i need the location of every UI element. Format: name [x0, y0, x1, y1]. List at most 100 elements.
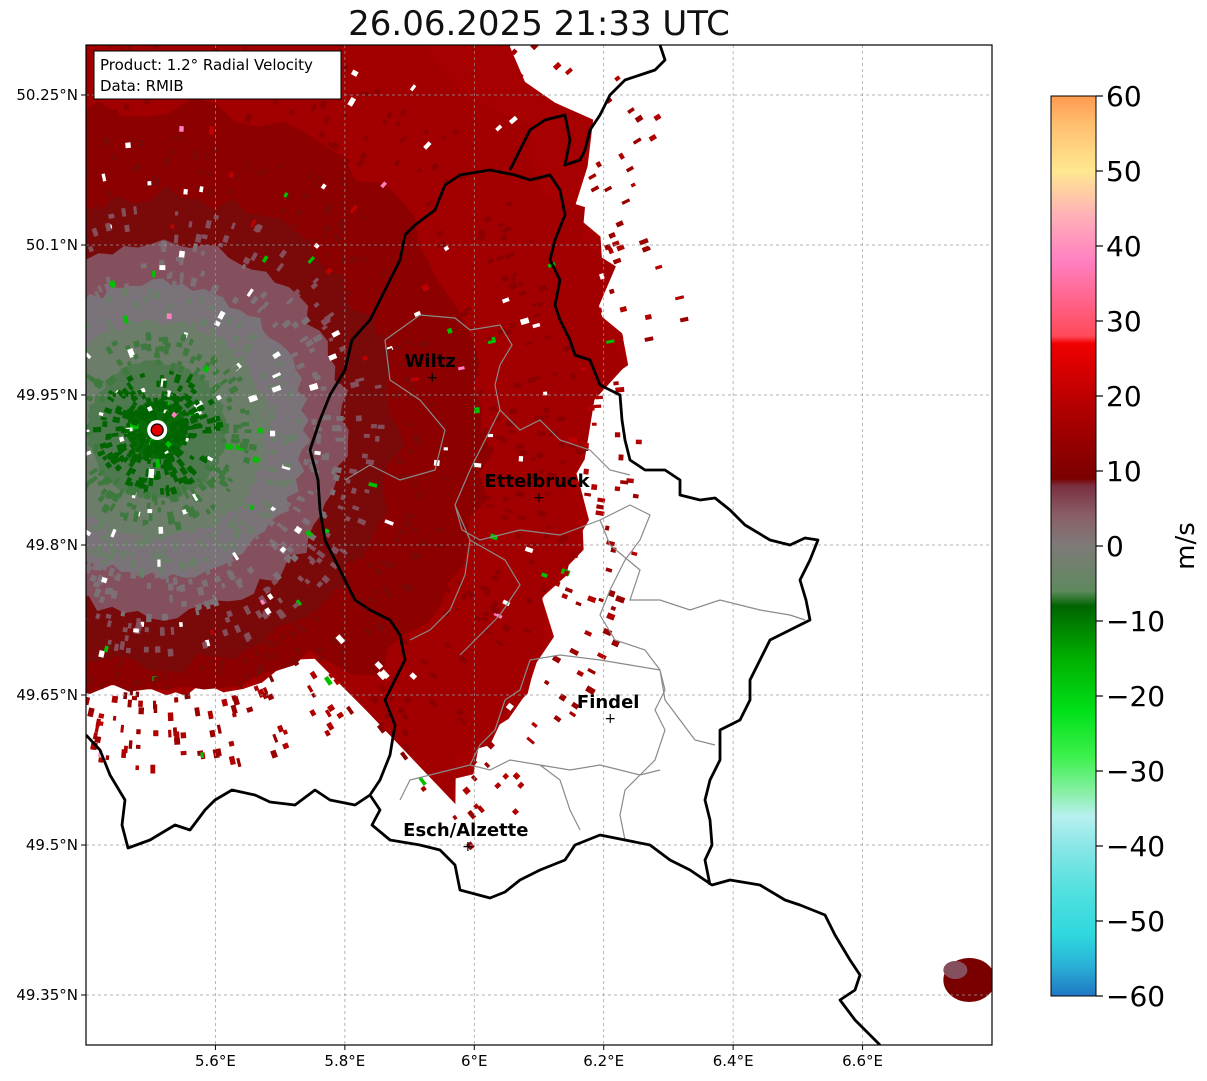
velocity-bin [281, 480, 289, 488]
velocity-bin [162, 546, 166, 552]
velocity-bin [171, 401, 179, 410]
velocity-bin [559, 561, 568, 569]
velocity-bin [45, 439, 50, 443]
velocity-bin [162, 380, 168, 388]
velocity-bin [663, 250, 671, 257]
velocity-bin [474, 615, 482, 622]
velocity-bin [524, 481, 532, 487]
velocity-bin [416, 266, 426, 274]
velocity-bin [162, 158, 169, 166]
velocity-bin [153, 704, 158, 713]
lat-tick-label: 49.8°N [26, 536, 78, 554]
velocity-bin [236, 375, 244, 383]
velocity-bin [284, 554, 293, 562]
velocity-bin [350, 69, 359, 77]
velocity-bin [6, 257, 15, 266]
velocity-bin [150, 764, 156, 774]
velocity-bin [155, 458, 160, 468]
velocity-bin [331, 141, 340, 151]
velocity-bin [281, 318, 292, 329]
velocity-bin [220, 582, 226, 589]
velocity-bin [47, 27, 54, 33]
velocity-bin [288, 368, 296, 375]
velocity-bin [227, 376, 237, 385]
velocity-bin [115, 465, 122, 472]
velocity-bin [625, 165, 635, 173]
velocity-bin [276, 262, 285, 272]
lon-tick-label: 6.6°E [842, 1052, 883, 1070]
velocity-bin [507, 2, 514, 9]
velocity-bin [156, 380, 160, 388]
velocity-bin [151, 409, 157, 417]
velocity-bin [464, 589, 475, 599]
velocity-bin [24, 585, 33, 595]
velocity-bin [145, 332, 152, 341]
velocity-bin [66, 731, 72, 737]
velocity-bin [165, 484, 171, 493]
colorbar-tick-label: −50 [1106, 905, 1165, 938]
velocity-bin [121, 287, 129, 295]
velocity-bin [200, 250, 206, 256]
velocity-bin [458, 655, 469, 665]
velocity-bin [231, 296, 240, 305]
velocity-bin [105, 613, 112, 620]
velocity-bin [457, 716, 467, 725]
colorbar-tick-label: 20 [1106, 380, 1142, 413]
lon-tick-label: 5.8°E [324, 1052, 365, 1070]
velocity-bin [324, 729, 331, 737]
velocity-bin [199, 169, 204, 175]
velocity-bin [525, 597, 533, 605]
velocity-bin [326, 721, 335, 731]
velocity-bin [299, 335, 309, 344]
velocity-bin [544, 624, 551, 633]
velocity-bin [87, 245, 94, 253]
velocity-bin [627, 107, 635, 114]
velocity-bin [135, 442, 144, 452]
velocity-bin [18, 232, 25, 240]
velocity-bin [532, 312, 541, 318]
velocity-bin [168, 453, 176, 461]
velocity-bin [292, 506, 302, 513]
velocity-bin [183, 188, 188, 195]
velocity-bin [465, 363, 472, 368]
velocity-bin [404, 512, 415, 520]
velocity-bin [67, 352, 76, 361]
velocity-bin [473, 803, 480, 810]
velocity-bin [203, 556, 210, 565]
velocity-bin [75, 647, 83, 657]
velocity-bin [316, 655, 324, 663]
velocity-bin [196, 405, 204, 412]
velocity-bin [97, 494, 106, 503]
velocity-bin [328, 336, 334, 342]
velocity-bin [62, 590, 70, 599]
velocity-bin [294, 606, 305, 617]
velocity-bin [325, 251, 332, 259]
velocity-bin [30, 472, 39, 479]
velocity-bin [320, 183, 327, 190]
velocity-bin [276, 479, 284, 487]
radar-site-dot [150, 423, 164, 437]
velocity-bin [116, 389, 127, 399]
velocity-bin [79, 754, 84, 761]
velocity-bin [285, 501, 292, 508]
velocity-bin [105, 755, 110, 761]
velocity-bin [3, 456, 12, 463]
velocity-bin [66, 338, 73, 345]
velocity-bin [260, 168, 267, 176]
velocity-bin [193, 422, 202, 429]
velocity-bin [354, 377, 365, 383]
velocity-bin [171, 280, 177, 288]
velocity-bin [62, 220, 70, 229]
velocity-bin [451, 100, 458, 107]
velocity-bin [40, 375, 47, 382]
velocity-bin [174, 737, 181, 745]
velocity-bin [519, 317, 530, 326]
velocity-bin [631, 551, 638, 557]
velocity-bin [575, 493, 583, 498]
velocity-bin [169, 594, 174, 603]
velocity-bin [140, 343, 148, 351]
velocity-bin [340, 494, 346, 501]
velocity-bin [619, 305, 628, 313]
velocity-bin [316, 549, 326, 559]
velocity-bin [40, 494, 49, 502]
